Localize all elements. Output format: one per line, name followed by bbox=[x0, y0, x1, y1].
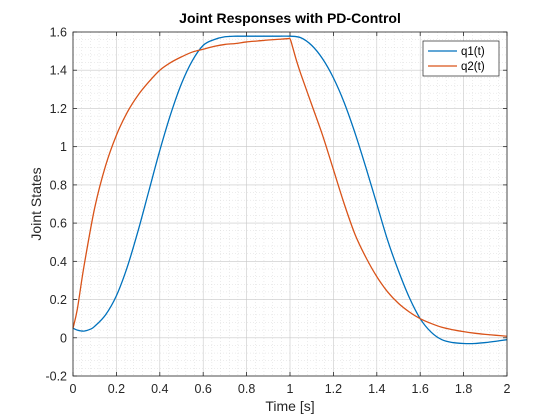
y-tick-label: 0.4 bbox=[50, 255, 67, 269]
y-tick-label: 1.4 bbox=[50, 64, 67, 78]
y-tick-label: 1.2 bbox=[50, 102, 67, 116]
x-axis-label: Time [s] bbox=[265, 398, 314, 414]
x-tick-label: 1.2 bbox=[325, 382, 342, 396]
legend-label: q1(t) bbox=[461, 46, 485, 58]
series-line-2 bbox=[72, 37, 508, 337]
x-tick-label: 1.8 bbox=[455, 382, 472, 396]
y-axis-label: Joint States bbox=[28, 167, 44, 240]
x-tick-label: 1 bbox=[287, 382, 294, 396]
grid bbox=[72, 31, 508, 377]
x-tick-label: 0.4 bbox=[151, 382, 168, 396]
ticks: 0 0.2 0.4 0.6 0.8 1 1.2 1.4 1.6 1.8 2-0.200.20.40.… bbox=[45, 26, 510, 397]
series-group bbox=[72, 35, 508, 345]
y-tick-label: 0.8 bbox=[50, 178, 67, 192]
y-tick-label: -0.2 bbox=[45, 370, 67, 384]
y-tick-label: 0.2 bbox=[50, 293, 67, 307]
x-tick-label: 0.8 bbox=[238, 382, 255, 396]
chart-title: Joint Responses with PD-Control bbox=[179, 10, 401, 26]
y-tick-label: 1.6 bbox=[50, 26, 67, 40]
x-tick-label: 1.4 bbox=[368, 382, 385, 396]
y-tick-label: 0.6 bbox=[50, 217, 67, 231]
x-tick-label: 0 bbox=[70, 382, 77, 396]
y-tick-label: 0 bbox=[60, 331, 67, 345]
x-tick-label: 0.6 bbox=[195, 382, 212, 396]
legend-label: q2(t) bbox=[461, 61, 485, 73]
x-tick-label: 1.6 bbox=[412, 382, 429, 396]
series-line-1 bbox=[72, 35, 508, 345]
legend-box bbox=[422, 40, 500, 77]
x-tick-label: 2 bbox=[504, 382, 511, 396]
x-tick-label: 0.2 bbox=[108, 382, 125, 396]
y-tick-label: 1 bbox=[60, 140, 67, 154]
legend[interactable]: q1(t) q2(t) bbox=[422, 40, 500, 77]
